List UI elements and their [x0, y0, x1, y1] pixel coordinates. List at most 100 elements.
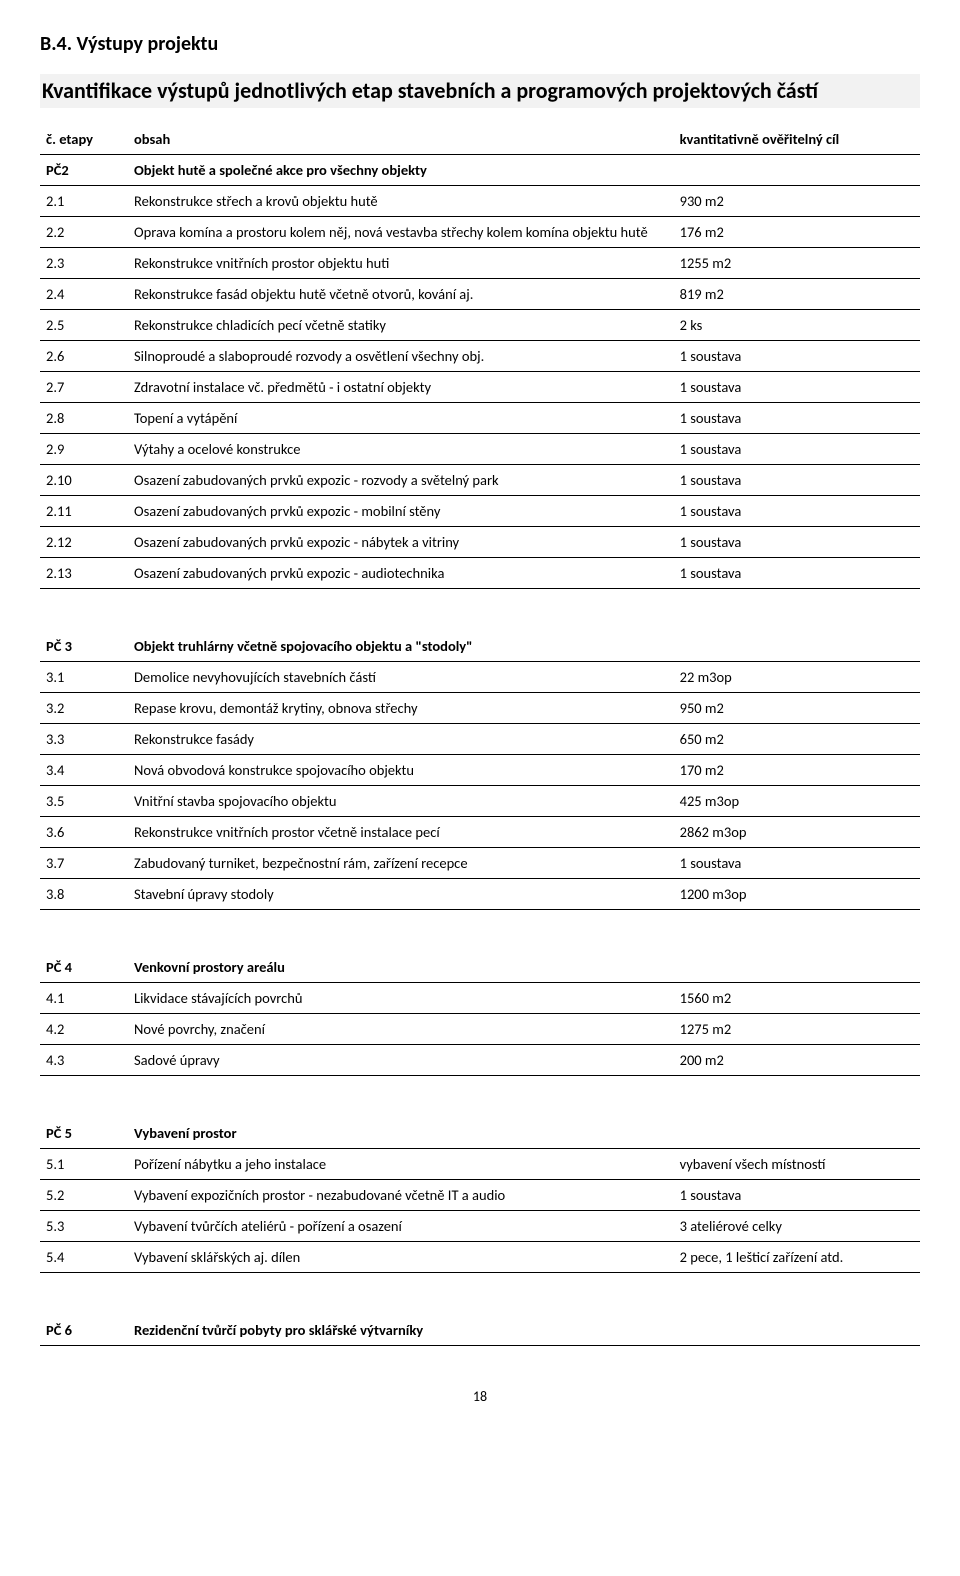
row-num: 3.8	[40, 879, 128, 910]
row-val: 1 soustava	[674, 527, 920, 558]
table-row: 2.6Silnoproudé a slaboproudé rozvody a o…	[40, 341, 920, 372]
group-val-empty	[674, 952, 920, 983]
table-row: 4.2Nové povrchy, značení1275 m2	[40, 1014, 920, 1045]
row-val: 1 soustava	[674, 341, 920, 372]
row-desc: Osazení zabudovaných prvků expozic - roz…	[128, 465, 674, 496]
row-val: 1 soustava	[674, 434, 920, 465]
header-cell: kvantitativně ověřitelný cíl	[674, 124, 920, 155]
section-header-row: PČ 4Venkovní prostory areálu	[40, 952, 920, 983]
group-id: PČ 4	[40, 952, 128, 983]
row-val: 950 m2	[674, 693, 920, 724]
row-num: 2.11	[40, 496, 128, 527]
row-num: 5.4	[40, 1242, 128, 1273]
row-num: 2.12	[40, 527, 128, 558]
row-desc: Zdravotní instalace vč. předmětů - i ost…	[128, 372, 674, 403]
table-row: 3.4Nová obvodová konstrukce spojovacího …	[40, 755, 920, 786]
header-cell: obsah	[128, 124, 674, 155]
row-num: 5.3	[40, 1211, 128, 1242]
row-num: 2.3	[40, 248, 128, 279]
table-row: 3.2Repase krovu, demontáž krytiny, obnov…	[40, 693, 920, 724]
group-id: PČ2	[40, 155, 128, 186]
group-id: PČ 6	[40, 1315, 128, 1346]
group-title: Venkovní prostory areálu	[128, 952, 674, 983]
header-cell: č. etapy	[40, 124, 128, 155]
row-desc: Výtahy a ocelové konstrukce	[128, 434, 674, 465]
row-val: 425 m3op	[674, 786, 920, 817]
row-num: 2.2	[40, 217, 128, 248]
row-num: 2.13	[40, 558, 128, 589]
row-val: 2862 m3op	[674, 817, 920, 848]
row-desc: Nová obvodová konstrukce spojovacího obj…	[128, 755, 674, 786]
group-table: PČ 4Venkovní prostory areálu4.1Likvidace…	[40, 952, 920, 1076]
row-val: 650 m2	[674, 724, 920, 755]
section-title: B.4. Výstupy projektu	[40, 32, 920, 56]
row-desc: Repase krovu, demontáž krytiny, obnova s…	[128, 693, 674, 724]
group-val-empty	[674, 1315, 920, 1346]
row-desc: Rekonstrukce chladicích pecí včetně stat…	[128, 310, 674, 341]
table-row: 2.4Rekonstrukce fasád objektu hutě včetn…	[40, 279, 920, 310]
row-num: 2.4	[40, 279, 128, 310]
row-val: 930 m2	[674, 186, 920, 217]
row-num: 3.5	[40, 786, 128, 817]
row-val: 22 m3op	[674, 662, 920, 693]
row-desc: Vybavení sklářských aj. dílen	[128, 1242, 674, 1273]
row-val: 1 soustava	[674, 1180, 920, 1211]
row-val: 1 soustava	[674, 372, 920, 403]
row-num: 2.9	[40, 434, 128, 465]
row-num: 5.1	[40, 1149, 128, 1180]
row-desc: Zabudovaný turniket, bezpečnostní rám, z…	[128, 848, 674, 879]
table-row: 5.4Vybavení sklářských aj. dílen2 pece, …	[40, 1242, 920, 1273]
row-num: 3.7	[40, 848, 128, 879]
row-num: 3.6	[40, 817, 128, 848]
row-desc: Vybavení expozičních prostor - nezabudov…	[128, 1180, 674, 1211]
row-val: 2 pece, 1 lešticí zařízení atd.	[674, 1242, 920, 1273]
row-num: 3.3	[40, 724, 128, 755]
table-row: 2.9Výtahy a ocelové konstrukce1 soustava	[40, 434, 920, 465]
row-num: 3.4	[40, 755, 128, 786]
row-desc: Rekonstrukce vnitřních prostor včetně in…	[128, 817, 674, 848]
table-row: 3.1Demolice nevyhovujících stavebních čá…	[40, 662, 920, 693]
page-number: 18	[40, 1388, 920, 1405]
group-title: Objekt hutě a společné akce pro všechny …	[128, 155, 674, 186]
row-val: 1 soustava	[674, 496, 920, 527]
row-desc: Osazení zabudovaných prvků expozic - náb…	[128, 527, 674, 558]
table-row: 2.10Osazení zabudovaných prvků expozic -…	[40, 465, 920, 496]
subtitle: Kvantifikace výstupů jednotlivých etap s…	[40, 74, 920, 108]
table-row: 3.6Rekonstrukce vnitřních prostor včetně…	[40, 817, 920, 848]
table-row: 2.1Rekonstrukce střech a krovů objektu h…	[40, 186, 920, 217]
row-desc: Osazení zabudovaných prvků expozic - mob…	[128, 496, 674, 527]
row-num: 2.6	[40, 341, 128, 372]
group-id: PČ 5	[40, 1118, 128, 1149]
row-val: 2 ks	[674, 310, 920, 341]
row-desc: Demolice nevyhovujících stavebních částí	[128, 662, 674, 693]
table-row: 5.2Vybavení expozičních prostor - nezabu…	[40, 1180, 920, 1211]
row-num: 2.7	[40, 372, 128, 403]
group-title: Rezidenční tvůrčí pobyty pro sklářské vý…	[128, 1315, 674, 1346]
row-val: vybavení všech místností	[674, 1149, 920, 1180]
row-desc: Osazení zabudovaných prvků expozic - aud…	[128, 558, 674, 589]
row-num: 2.10	[40, 465, 128, 496]
table-row: 2.8Topení a vytápění1 soustava	[40, 403, 920, 434]
group-table: PČ 3Objekt truhlárny včetně spojovacího …	[40, 631, 920, 910]
row-num: 4.2	[40, 1014, 128, 1045]
tables-container: č. etapyobsahkvantitativně ověřitelný cí…	[40, 124, 920, 1346]
table-row: 3.5Vnitřní stavba spojovacího objektu425…	[40, 786, 920, 817]
section-header-row: PČ 3Objekt truhlárny včetně spojovacího …	[40, 631, 920, 662]
row-desc: Likvidace stávajících povrchů	[128, 983, 674, 1014]
row-desc: Oprava komína a prostoru kolem něj, nová…	[128, 217, 674, 248]
group-val-empty	[674, 631, 920, 662]
table-row: 5.1Pořízení nábytku a jeho instalacevyba…	[40, 1149, 920, 1180]
row-num: 3.1	[40, 662, 128, 693]
row-num: 2.8	[40, 403, 128, 434]
row-val: 1560 m2	[674, 983, 920, 1014]
table-row: 2.11Osazení zabudovaných prvků expozic -…	[40, 496, 920, 527]
table-row: 2.12Osazení zabudovaných prvků expozic -…	[40, 527, 920, 558]
row-desc: Rekonstrukce vnitřních prostor objektu h…	[128, 248, 674, 279]
table-row: 2.13Osazení zabudovaných prvků expozic -…	[40, 558, 920, 589]
group-table: PČ 5Vybavení prostor5.1Pořízení nábytku …	[40, 1118, 920, 1273]
row-val: 1 soustava	[674, 465, 920, 496]
row-val: 819 m2	[674, 279, 920, 310]
table-row: 3.7Zabudovaný turniket, bezpečnostní rám…	[40, 848, 920, 879]
table-row: 2.5Rekonstrukce chladicích pecí včetně s…	[40, 310, 920, 341]
group-id: PČ 3	[40, 631, 128, 662]
